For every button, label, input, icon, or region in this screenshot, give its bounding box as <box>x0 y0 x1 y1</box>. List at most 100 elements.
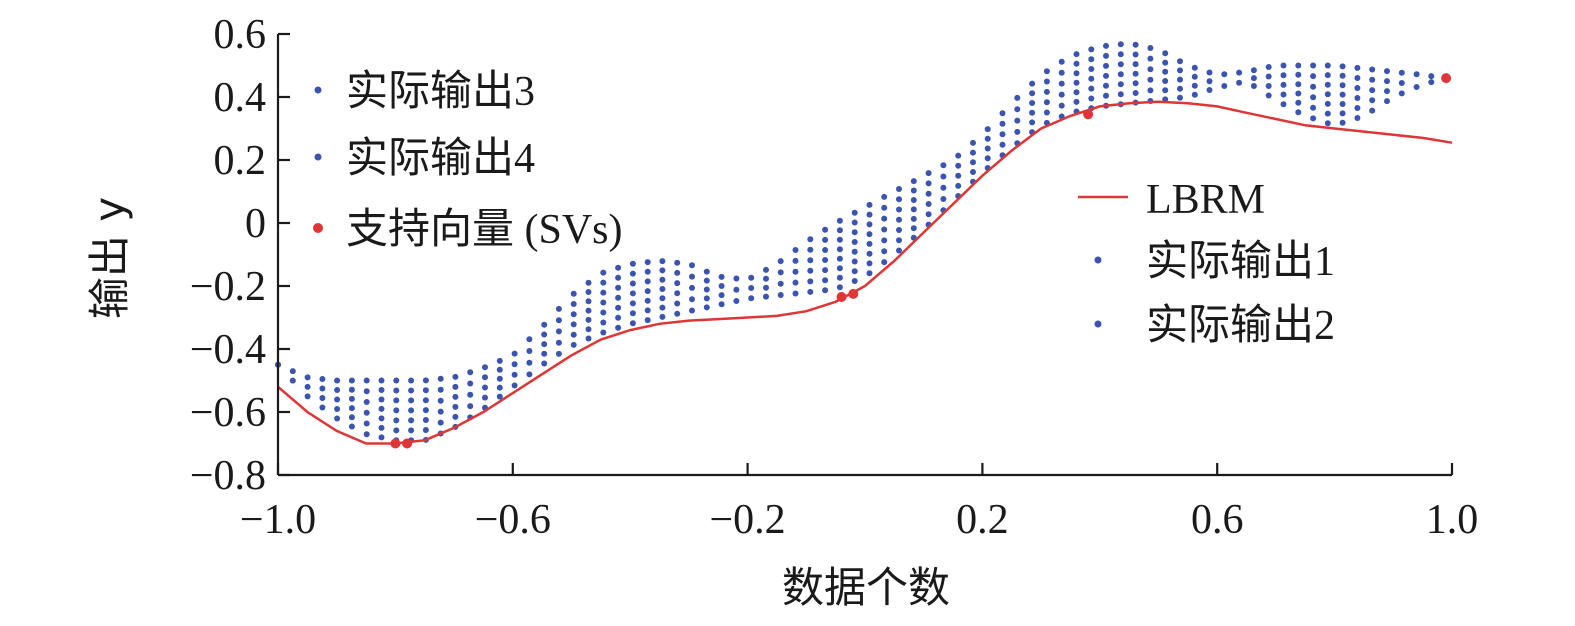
actual-output-point <box>629 320 636 327</box>
y-tick-label: 0.2 <box>214 138 267 184</box>
actual-output-point <box>1354 95 1361 101</box>
actual-output-point <box>1310 73 1317 80</box>
actual-output-point <box>526 371 533 378</box>
actual-output-point <box>1132 41 1139 48</box>
x-tick-label: −0.2 <box>710 497 786 543</box>
actual-output-point <box>970 169 976 175</box>
actual-output-point <box>1058 91 1065 98</box>
actual-output-point <box>496 357 503 364</box>
actual-output-point <box>1088 46 1095 53</box>
legend-marker-actual-2 <box>1094 320 1102 328</box>
actual-output-point <box>319 376 326 382</box>
actual-output-point <box>792 257 799 264</box>
actual-output-point <box>1132 61 1139 68</box>
actual-output-point <box>408 387 415 394</box>
actual-output-point <box>970 159 976 166</box>
actual-output-point <box>689 262 695 269</box>
actual-output-point <box>1339 119 1346 126</box>
actual-output-point <box>984 126 991 133</box>
actual-output-point <box>1324 110 1331 117</box>
actual-output-point <box>422 427 429 433</box>
y-tick-label: −0.6 <box>190 390 266 436</box>
actual-output-point <box>408 397 415 404</box>
actual-output-point <box>452 383 459 390</box>
actual-output-point <box>1191 82 1198 89</box>
x-tick-label: −0.6 <box>475 497 551 543</box>
actual-output-point <box>866 201 873 208</box>
actual-output-point <box>1206 78 1213 85</box>
actual-output-point <box>422 397 429 404</box>
actual-output-point <box>1177 67 1183 74</box>
actual-output-point <box>1088 56 1095 63</box>
actual-output-point <box>999 110 1006 117</box>
actual-output-point <box>1324 62 1331 69</box>
actual-output-point <box>482 364 488 371</box>
actual-output-point <box>1162 68 1169 75</box>
actual-output-point <box>1014 106 1021 113</box>
actual-output-point <box>393 407 400 414</box>
actual-output-point <box>1369 66 1376 73</box>
actual-output-point <box>304 374 311 381</box>
actual-output-point <box>615 284 622 291</box>
actual-output-point <box>659 286 666 292</box>
actual-output-point <box>541 350 548 357</box>
actual-output-point <box>851 219 858 226</box>
actual-output-point <box>822 267 829 274</box>
support-vector-point <box>402 438 413 449</box>
legend-label-actual-3: 实际输出3 <box>346 68 535 115</box>
y-tick-label: 0.4 <box>214 75 267 121</box>
actual-output-point <box>482 394 488 401</box>
actual-output-point <box>334 396 341 403</box>
actual-output-point <box>674 269 681 276</box>
actual-output-point <box>1236 79 1243 86</box>
legend-marker-actual-3 <box>314 86 322 94</box>
actual-output-point <box>526 336 533 343</box>
actual-output-point <box>1103 72 1109 79</box>
actual-output-point <box>674 310 681 317</box>
legend-label-actual-1: 实际输出1 <box>1146 238 1335 285</box>
actual-output-point <box>644 317 651 324</box>
actual-output-point <box>896 216 902 223</box>
actual-output-point <box>393 417 400 424</box>
actual-output-point <box>763 275 769 282</box>
actual-output-point <box>1295 62 1302 69</box>
actual-output-point <box>718 283 725 289</box>
actual-output-point <box>615 274 622 281</box>
actual-output-point <box>733 298 740 304</box>
actual-output-point <box>940 196 947 202</box>
actual-output-point <box>1073 51 1080 58</box>
actual-output-point <box>408 377 415 384</box>
actual-output-point <box>1428 73 1435 80</box>
actual-output-point <box>1058 58 1065 65</box>
actual-output-point <box>955 182 962 189</box>
actual-output-point <box>733 286 740 293</box>
actual-output-point <box>600 299 607 306</box>
actual-output-point <box>334 415 341 422</box>
actual-output-point <box>718 273 725 280</box>
actual-output-point <box>585 298 592 305</box>
support-vector-point <box>836 292 847 302</box>
actual-output-point <box>348 386 355 393</box>
actual-output-point <box>1295 99 1302 106</box>
actual-output-point <box>866 240 873 247</box>
actual-output-point <box>1132 80 1139 87</box>
actual-output-point <box>452 373 459 380</box>
actual-output-point <box>763 284 769 291</box>
actual-output-point <box>881 215 888 222</box>
actual-output-point <box>629 310 636 317</box>
support-vectors <box>390 73 1452 449</box>
y-axis-title: 输出 y <box>85 197 134 319</box>
actual-output-point <box>1029 90 1036 97</box>
actual-output-point <box>955 162 962 169</box>
actual-output-point <box>422 407 429 414</box>
actual-output-point <box>1206 87 1213 93</box>
y-axis-ticks: 0.6 0.4 0.2 0 −0.2 −0.4 −0.6 −0.8 <box>190 12 290 499</box>
actual-output-point <box>363 399 370 405</box>
actual-output-point <box>319 395 326 401</box>
actual-output-point <box>925 180 932 187</box>
actual-output-point <box>1014 94 1021 101</box>
actual-output-point <box>807 236 814 243</box>
actual-output-point <box>408 417 415 424</box>
actual-output-point <box>1103 42 1109 49</box>
x-tick-label: 0.6 <box>1191 497 1244 543</box>
